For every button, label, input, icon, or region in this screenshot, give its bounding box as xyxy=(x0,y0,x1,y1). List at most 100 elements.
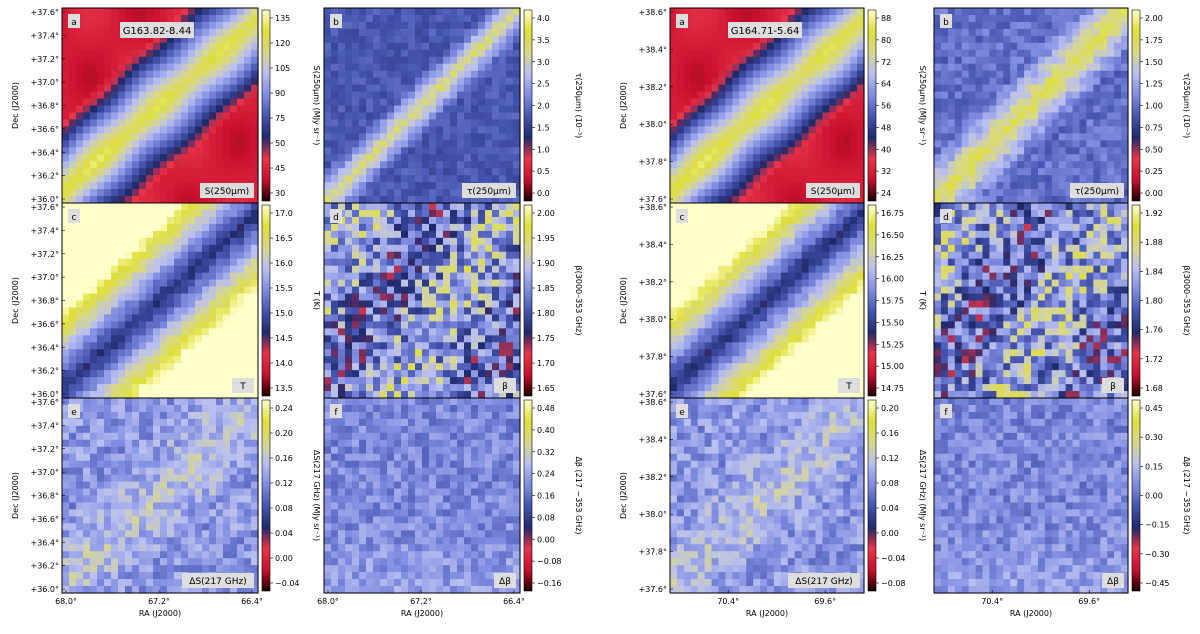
heatmap-cell xyxy=(408,454,416,462)
heatmap-cell xyxy=(216,36,224,44)
heatmap-cell xyxy=(450,454,458,462)
heatmap-cell xyxy=(464,565,472,573)
heatmap-cell xyxy=(237,50,245,58)
heatmap-cell xyxy=(237,147,245,155)
heatmap-cell xyxy=(132,530,140,538)
heatmap-cell xyxy=(352,496,360,504)
heatmap-cell xyxy=(478,516,486,524)
heatmap-cell xyxy=(195,419,203,427)
heatmap-cell xyxy=(345,321,353,329)
heatmap-cell xyxy=(359,384,367,392)
heatmap-cell xyxy=(443,133,451,141)
heatmap-cell xyxy=(394,196,402,204)
heatmap-cell xyxy=(97,231,105,239)
heatmap-cell xyxy=(331,301,339,309)
heatmap-cell xyxy=(188,64,196,72)
heatmap-cell xyxy=(352,64,360,72)
heatmap-cell xyxy=(244,140,252,148)
heatmap-cell xyxy=(380,335,388,343)
heatmap-cell xyxy=(111,405,119,413)
heatmap-cell xyxy=(146,168,154,176)
heatmap-cell xyxy=(153,8,161,16)
heatmap-cell xyxy=(394,78,402,86)
heatmap-cell xyxy=(857,15,865,23)
heatmap-cell xyxy=(478,8,486,16)
heatmap-cell xyxy=(324,482,332,490)
heatmap-cell xyxy=(62,266,70,274)
heatmap-cell xyxy=(774,8,782,16)
heatmap-cell xyxy=(209,307,217,315)
heatmap-cell xyxy=(181,377,189,385)
heatmap-cell xyxy=(146,363,154,371)
heatmap-cell xyxy=(230,461,238,469)
heatmap-cell xyxy=(380,182,388,190)
heatmap-cell xyxy=(230,29,238,37)
heatmap-cell xyxy=(739,8,747,16)
heatmap-cell xyxy=(230,335,238,343)
heatmap-cell xyxy=(478,405,486,413)
heatmap-cell xyxy=(331,489,339,497)
heatmap-cell xyxy=(394,509,402,517)
heatmap-cell xyxy=(366,537,374,545)
heatmap-cell xyxy=(97,133,105,141)
heatmap-cell xyxy=(69,99,77,107)
heatmap-cell xyxy=(181,314,189,322)
heatmap-cell xyxy=(83,551,91,559)
heatmap-cell xyxy=(132,224,140,232)
heatmap-cell xyxy=(725,8,733,16)
heatmap-cell xyxy=(153,112,161,120)
heatmap-cell xyxy=(181,349,189,357)
heatmap-cell xyxy=(111,377,119,385)
heatmap-cell xyxy=(387,22,395,30)
heatmap-cell xyxy=(76,126,84,134)
heatmap-cell xyxy=(97,266,105,274)
heatmap-cell xyxy=(408,92,416,100)
heatmap-cell xyxy=(181,412,189,420)
heatmap-cell xyxy=(415,496,423,504)
heatmap-cell xyxy=(732,15,740,23)
heatmap-cell xyxy=(125,106,133,114)
heatmap-cell xyxy=(324,36,332,44)
heatmap-cell xyxy=(499,217,507,225)
heatmap-cell xyxy=(97,342,105,350)
heatmap-cell xyxy=(223,15,231,23)
heatmap-cell xyxy=(380,147,388,155)
heatmap-cell xyxy=(499,307,507,315)
heatmap-cell xyxy=(324,50,332,58)
heatmap-cell xyxy=(366,384,374,392)
heatmap-cell xyxy=(345,440,353,448)
heatmap-cell xyxy=(251,509,259,517)
heatmap-cell xyxy=(160,440,168,448)
heatmap-cell xyxy=(188,203,196,211)
heatmap-cell xyxy=(422,565,430,573)
heatmap-cell xyxy=(415,447,423,455)
heatmap-cell xyxy=(485,530,493,538)
heatmap-cell xyxy=(401,307,409,315)
heatmap-cell xyxy=(464,259,472,267)
heatmap-cell xyxy=(181,405,189,413)
heatmap-cell xyxy=(422,238,430,246)
heatmap-cell xyxy=(188,224,196,232)
heatmap-cell xyxy=(429,126,437,134)
heatmap-cell xyxy=(513,259,521,267)
heatmap-cell xyxy=(83,482,91,490)
heatmap-cell xyxy=(188,530,196,538)
heatmap-cell xyxy=(345,189,353,197)
heatmap-cell xyxy=(174,287,182,295)
heatmap-cell xyxy=(401,106,409,114)
heatmap-cell xyxy=(125,363,133,371)
heatmap-cell xyxy=(160,530,168,538)
heatmap-cell xyxy=(422,22,430,30)
heatmap-cell xyxy=(492,565,500,573)
heatmap-cell xyxy=(436,363,444,371)
heatmap-cell xyxy=(492,8,500,16)
heatmap-cell xyxy=(450,71,458,79)
heatmap-cell xyxy=(422,328,430,336)
heatmap-cell xyxy=(90,85,98,93)
heatmap-cell xyxy=(76,224,84,232)
heatmap-cell xyxy=(188,398,196,406)
heatmap-cell xyxy=(387,398,395,406)
heatmap-cell xyxy=(513,106,521,114)
heatmap-cell xyxy=(401,259,409,267)
heatmap-cell xyxy=(506,530,514,538)
